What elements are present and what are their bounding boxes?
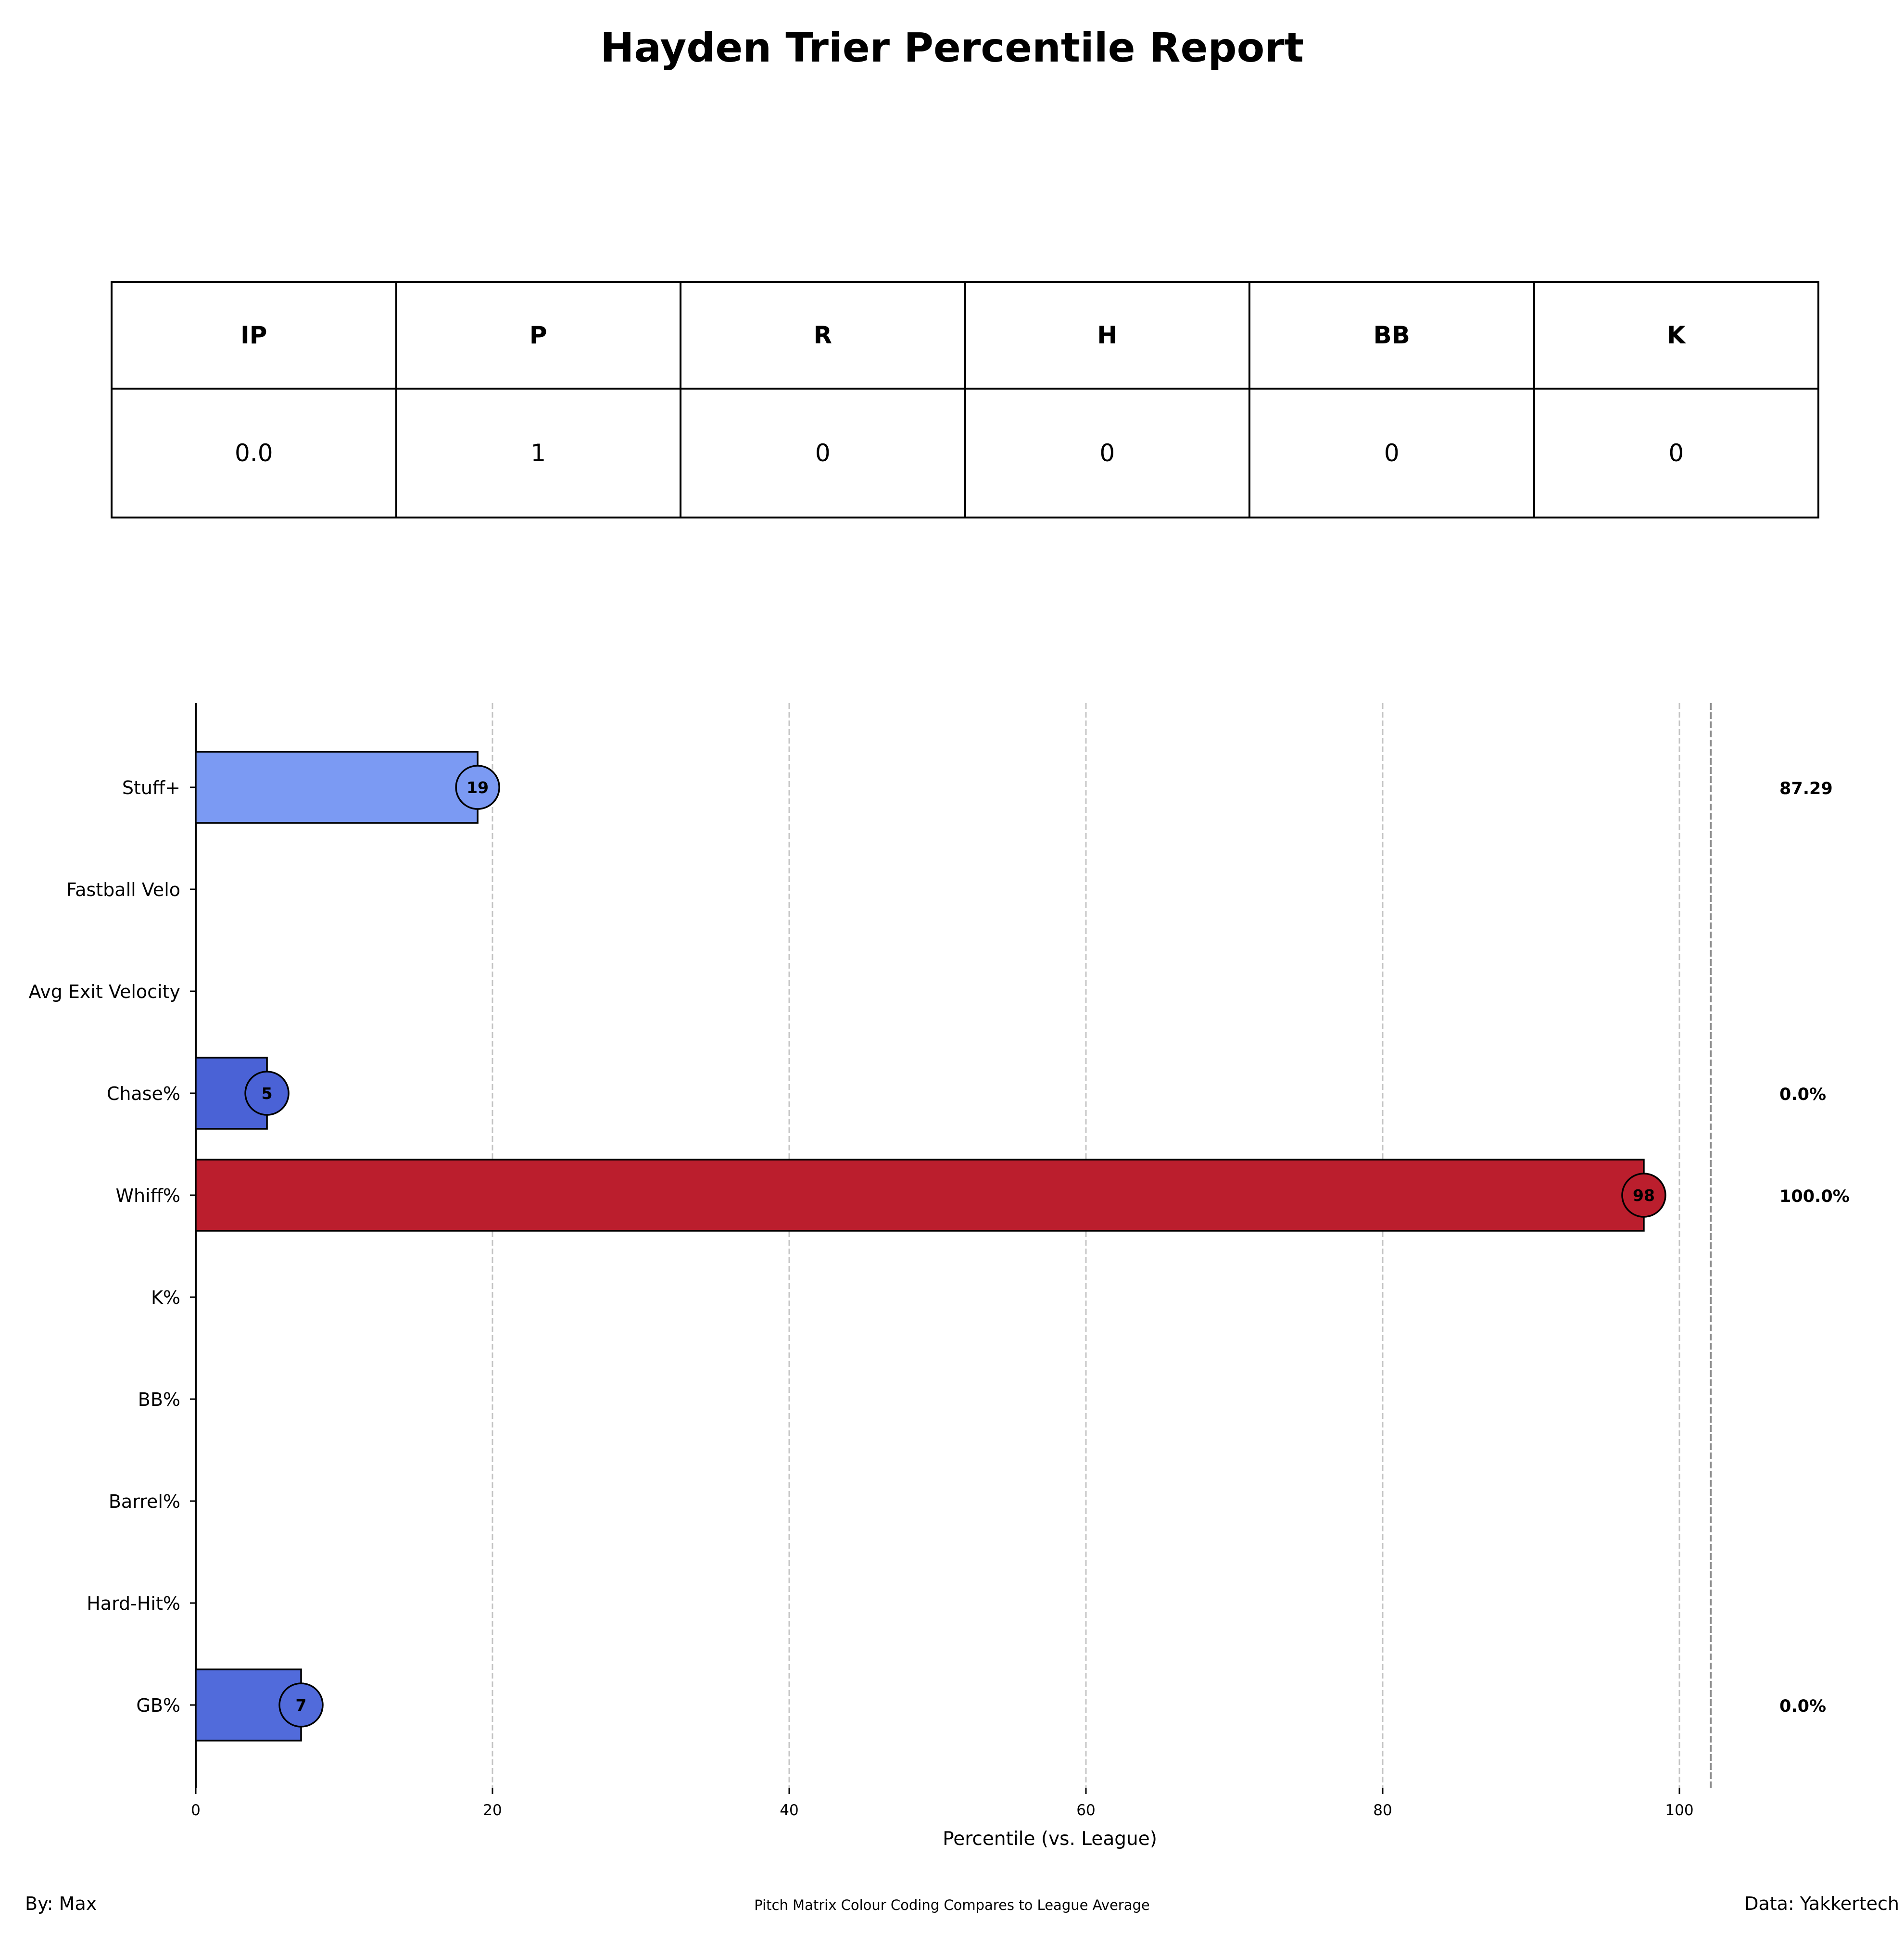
- category-label: K%: [151, 1287, 180, 1308]
- raw-value-label: 0.0%: [1779, 1085, 1826, 1104]
- footer-note: Pitch Matrix Colour Coding Compares to L…: [754, 1897, 1150, 1913]
- category-label: Stuff+: [122, 777, 180, 798]
- data-label: 5: [262, 1084, 273, 1103]
- raw-value-label: 87.29: [1779, 779, 1833, 798]
- category-label: Fastball Velo: [66, 879, 180, 900]
- data-label: 19: [467, 778, 489, 797]
- raw-value-label: 100.0%: [1779, 1187, 1850, 1206]
- x-tick-label: 40: [780, 1802, 798, 1819]
- stats-header-cell: IP: [111, 281, 397, 390]
- category-label: Hard-Hit%: [87, 1593, 180, 1614]
- stats-header-cell: BB: [1248, 281, 1535, 390]
- category-label: Whiff%: [115, 1185, 180, 1206]
- stats-header-cell: K: [1533, 281, 1819, 390]
- category-label: BB%: [138, 1389, 180, 1410]
- stats-value-row: 0.0 1 0 0 0 0: [111, 388, 1819, 518]
- data-label: 98: [1633, 1186, 1655, 1205]
- x-tick-label: 80: [1373, 1802, 1392, 1819]
- x-tick-label: 60: [1076, 1802, 1095, 1819]
- stats-value-cell: 0: [1248, 388, 1535, 518]
- x-tick-label: 20: [483, 1802, 502, 1819]
- x-tick-label: 100: [1665, 1802, 1693, 1819]
- stats-header-row: IP P R H BB K: [111, 281, 1819, 390]
- value-marker: [455, 765, 500, 810]
- category-label: GB%: [136, 1695, 180, 1716]
- category-label: Barrel%: [109, 1491, 180, 1512]
- data-label: 7: [296, 1696, 307, 1715]
- value-marker: [244, 1071, 290, 1116]
- category-label: Avg Exit Velocity: [28, 981, 180, 1002]
- footer-source: Data: Yakkertech: [1744, 1893, 1899, 1914]
- stats-value-cell: 0: [680, 388, 966, 518]
- value-marker: [1621, 1173, 1666, 1218]
- report-title: Hayden Trier Percentile Report: [600, 24, 1304, 71]
- stats-header-cell: R: [680, 281, 966, 390]
- footer-author: By: Max: [25, 1893, 97, 1914]
- value-marker: [278, 1682, 324, 1728]
- stats-value-cell: 0: [964, 388, 1250, 518]
- raw-value-label: 0.0%: [1779, 1697, 1826, 1716]
- x-axis-label: Percentile (vs. League): [943, 1828, 1157, 1850]
- stats-value-cell: 1: [395, 388, 681, 518]
- stats-header-cell: P: [395, 281, 681, 390]
- stats-table: IP P R H BB K 0.0 1 0 0 0 0: [111, 281, 1819, 518]
- stats-value-cell: 0.0: [111, 388, 397, 518]
- stats-header-cell: H: [964, 281, 1250, 390]
- bar: [195, 1159, 1645, 1232]
- bar: [195, 751, 479, 824]
- category-label: Chase%: [107, 1083, 180, 1104]
- stats-value-cell: 0: [1533, 388, 1819, 518]
- x-tick-label: 0: [191, 1802, 201, 1819]
